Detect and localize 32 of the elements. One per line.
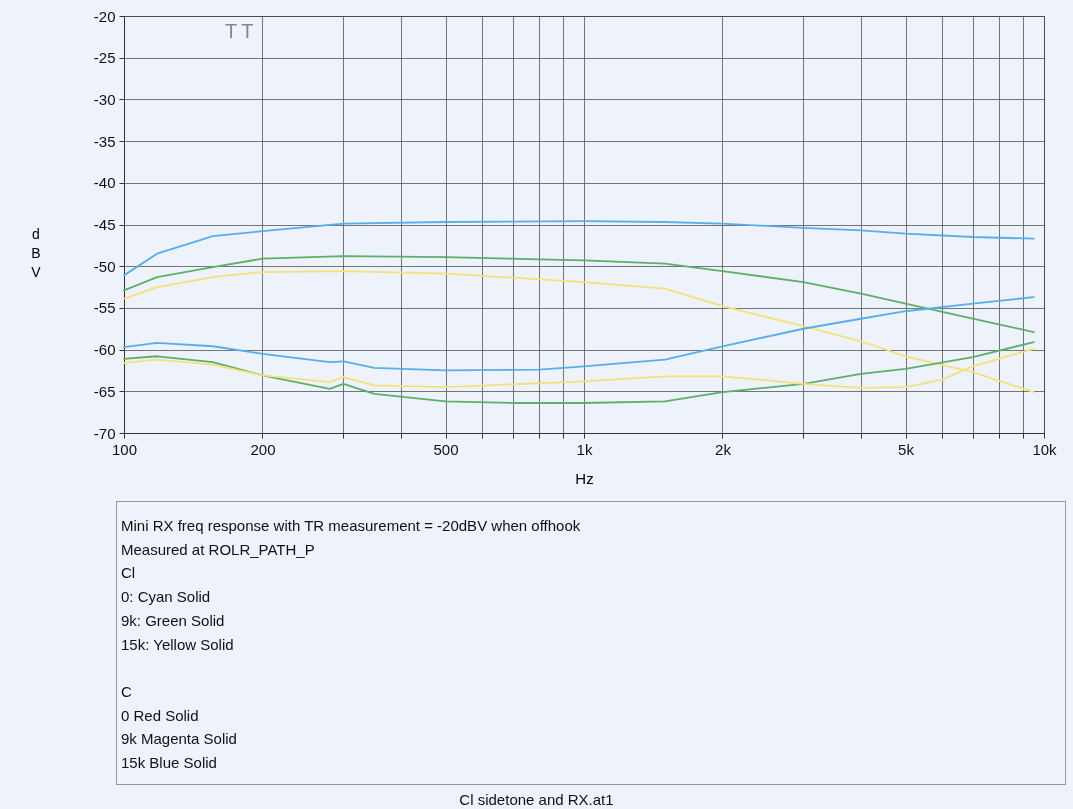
text: 0: Cyan Solid — [121, 587, 212, 608]
y-tick-label: -30 — [93, 90, 116, 108]
text: Cl — [121, 563, 137, 584]
y-axis-title: dBV — [31, 225, 42, 280]
x-tick-label: 2k — [715, 440, 732, 458]
x-tick-label: 100 — [111, 440, 138, 458]
text: 0 Red Solid — [121, 705, 200, 726]
text: Measured at ROLR_PATH_P — [121, 539, 316, 560]
y-tick-label: -50 — [93, 257, 116, 275]
y-tick-label: -25 — [93, 49, 116, 67]
text: 9k: Green Solid — [121, 610, 226, 631]
y-tick-label: -55 — [93, 299, 116, 317]
x-tick-label: 10k — [1032, 440, 1058, 458]
text: Mini RX freq response with TR measurement = -20dBV when offhook — [121, 516, 582, 536]
x-tick-label: 500 — [433, 440, 459, 458]
text: Cl sidetone and RX.at1 — [458, 791, 615, 808]
x-tick-label: 200 — [250, 440, 276, 458]
y-tick-label: -40 — [93, 174, 116, 192]
y-tick-label: -65 — [93, 382, 116, 400]
text: C — [121, 681, 133, 702]
annotation: TT — [225, 20, 258, 43]
y-tick-label: -45 — [93, 216, 116, 233]
x-tick-label: 1k — [576, 440, 593, 458]
text: 15k Blue Solid — [121, 753, 218, 773]
x-tick-label: 5k — [898, 440, 915, 458]
text: 15k: Yellow Solid — [121, 634, 235, 655]
text: 9k Magenta Solid — [121, 729, 238, 750]
y-tick-label: -70 — [93, 424, 116, 442]
y-tick-label: -35 — [93, 132, 116, 150]
y-tick-label: -20 — [93, 7, 116, 25]
x-axis-title: Hz — [575, 469, 594, 487]
y-tick-label: -60 — [93, 341, 116, 359]
